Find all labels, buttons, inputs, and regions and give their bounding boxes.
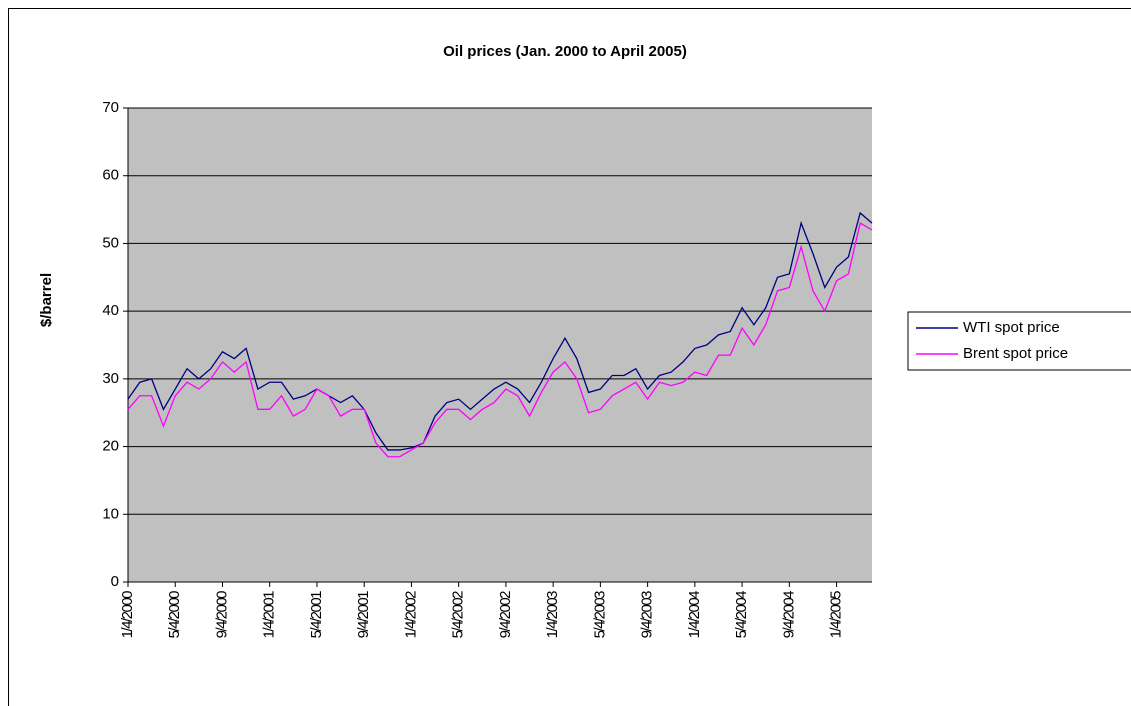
y-tick-label: 0	[111, 573, 119, 590]
chart-title: Oil prices (Jan. 2000 to April 2005)	[443, 43, 687, 60]
x-tick-label: 9/4/2002	[497, 591, 514, 639]
x-tick-label: 1/4/2005	[828, 591, 845, 639]
x-tick-label: 9/4/2001	[355, 591, 372, 639]
x-tick-label: 5/4/2000	[166, 591, 183, 639]
y-tick-label: 70	[102, 99, 119, 116]
x-tick-label: 5/4/2002	[450, 591, 467, 639]
x-tick-label: 1/4/2003	[544, 591, 561, 639]
x-tick-label: 9/4/2004	[780, 591, 797, 639]
x-tick-label: 9/4/2000	[213, 591, 230, 639]
x-tick-label: 1/4/2004	[686, 591, 703, 639]
y-tick-label: 20	[102, 438, 119, 455]
y-tick-label: 30	[102, 370, 119, 387]
y-tick-label: 10	[102, 505, 119, 522]
series-line	[127, 222, 873, 458]
y-tick-label: 50	[102, 234, 119, 251]
y-axis-label: $/barrel	[38, 273, 55, 327]
x-tick-label: 5/4/2003	[591, 591, 608, 639]
y-tick-label: 40	[102, 302, 119, 319]
x-tick-label: 9/4/2003	[639, 591, 656, 639]
y-tick-label: 60	[102, 167, 119, 184]
x-tick-label: 5/4/2001	[308, 591, 325, 639]
legend-label: Brent spot price	[963, 345, 1068, 362]
x-tick-label: 1/4/2001	[261, 591, 278, 639]
plot-area	[128, 108, 872, 582]
x-tick-label: 1/4/2000	[119, 591, 136, 639]
legend-label: WTI spot price	[963, 319, 1060, 336]
x-tick-label: 5/4/2004	[733, 591, 750, 639]
series-line	[127, 211, 873, 451]
x-tick-label: 1/4/2002	[402, 591, 419, 639]
legend-box	[907, 311, 1131, 371]
